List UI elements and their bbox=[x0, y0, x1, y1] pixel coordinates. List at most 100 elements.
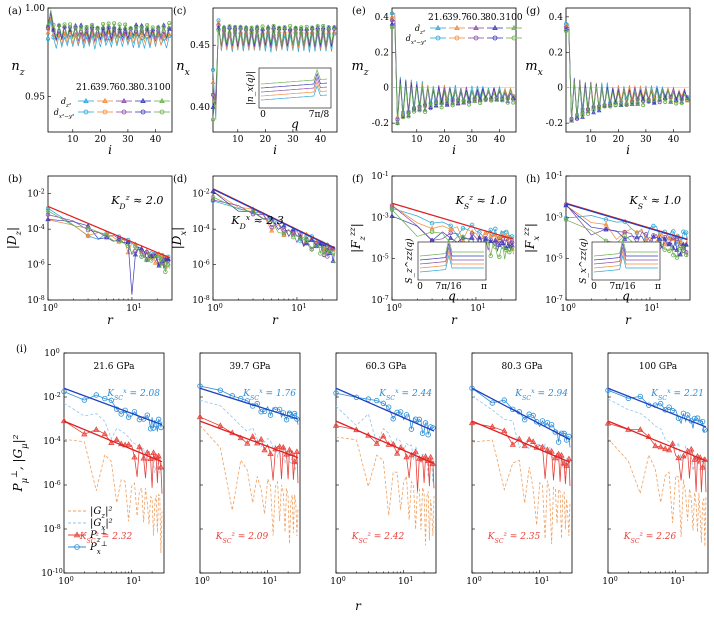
px-point bbox=[93, 392, 100, 398]
data-point bbox=[423, 109, 428, 114]
legend: |Gz|²|Gx|²Pz⊥Px⊥ bbox=[68, 506, 113, 556]
x-tick-label: 100 bbox=[58, 576, 73, 588]
data-point bbox=[304, 24, 309, 29]
y-tick-label: 10-6 bbox=[43, 480, 61, 492]
panel-g: 10 20 30 40 -0.2 0 0.2 0.4 (g) i mx bbox=[525, 6, 691, 157]
data-point bbox=[117, 22, 122, 27]
pz-point bbox=[555, 450, 562, 457]
data-point bbox=[210, 197, 216, 203]
data-point bbox=[668, 99, 673, 104]
data-point bbox=[304, 238, 309, 243]
data-point bbox=[619, 102, 624, 107]
y-tick-label: 10-2 bbox=[27, 188, 45, 200]
px-point bbox=[657, 400, 664, 407]
inset-x-tick: 7π/8 bbox=[309, 110, 330, 120]
gz-curve bbox=[335, 436, 435, 546]
inset-curve bbox=[419, 243, 484, 261]
series-line bbox=[47, 219, 170, 269]
px-point bbox=[81, 397, 88, 403]
series-line bbox=[607, 422, 707, 493]
inset-x-label: q bbox=[448, 289, 456, 303]
x-tick-label: 40 bbox=[315, 135, 327, 145]
panel-label: (b) bbox=[8, 174, 22, 185]
gx-curve bbox=[335, 406, 435, 483]
x-tick-label: 10 bbox=[585, 135, 597, 145]
data-point bbox=[210, 194, 216, 200]
data-point bbox=[651, 223, 656, 229]
data-point bbox=[500, 98, 505, 103]
data-point bbox=[469, 235, 475, 240]
data-point bbox=[651, 100, 657, 105]
data-point bbox=[84, 24, 89, 29]
data-point bbox=[564, 29, 569, 34]
data-point bbox=[156, 25, 161, 30]
x-tick-label: 40 bbox=[150, 135, 162, 145]
data-point bbox=[138, 245, 145, 251]
x-tick-label: 101 bbox=[291, 303, 306, 315]
pz-point bbox=[468, 419, 476, 426]
data-point bbox=[134, 25, 139, 30]
data-point bbox=[439, 105, 444, 110]
exponent-annotation: KSx ≈ 1.0 bbox=[628, 193, 681, 211]
data-point bbox=[309, 237, 315, 242]
inset-y-label: S_z^zz(q) bbox=[404, 238, 415, 284]
data-point bbox=[663, 99, 668, 104]
series-line bbox=[63, 420, 163, 494]
data-point bbox=[563, 217, 569, 223]
fit-line-red bbox=[47, 205, 170, 259]
data-point bbox=[290, 235, 296, 240]
x-tick-label: 101 bbox=[126, 576, 141, 588]
legend-marker bbox=[140, 97, 146, 103]
legend-pressure: 100 bbox=[505, 13, 522, 23]
px-point bbox=[533, 419, 540, 425]
data-point bbox=[45, 30, 51, 35]
data-point bbox=[244, 25, 249, 30]
exponent-annotation: KSz ≈ 1.0 bbox=[455, 193, 507, 211]
ksc-x-annotation: KSCx = 1.76 bbox=[242, 388, 296, 402]
data-point bbox=[45, 208, 51, 213]
data-point bbox=[591, 108, 596, 113]
y-tick-label: 10-3 bbox=[545, 212, 563, 224]
data-point bbox=[656, 231, 663, 237]
plot-frame bbox=[391, 175, 517, 301]
x-tick-label: 100 bbox=[602, 576, 617, 588]
data-point bbox=[493, 226, 498, 232]
px-point bbox=[691, 415, 698, 422]
x-tick-label: 10 bbox=[67, 135, 79, 145]
pz-point bbox=[521, 442, 528, 449]
data-point bbox=[401, 115, 406, 120]
data-point bbox=[85, 225, 91, 231]
data-point bbox=[489, 98, 494, 103]
data-point bbox=[269, 224, 274, 230]
px-point bbox=[280, 410, 287, 416]
data-point bbox=[210, 68, 215, 73]
legend-pressure: 21.6 bbox=[76, 83, 96, 93]
data-point bbox=[472, 98, 477, 103]
y-tick-label: 0 bbox=[383, 84, 389, 94]
pz-point bbox=[544, 446, 551, 453]
px-point bbox=[684, 412, 691, 418]
legend-pressure: 80.3 bbox=[485, 13, 505, 23]
pz-point bbox=[403, 453, 410, 460]
data-point bbox=[444, 102, 450, 107]
y-tick-label: 10-4 bbox=[192, 224, 210, 236]
inset-frame bbox=[258, 67, 332, 109]
data-point bbox=[210, 92, 215, 97]
pz-point bbox=[291, 458, 298, 464]
data-point bbox=[68, 32, 73, 37]
data-point bbox=[591, 109, 596, 115]
data-point bbox=[429, 225, 435, 231]
data-point bbox=[634, 229, 640, 235]
pz-point bbox=[237, 434, 244, 441]
pz-point bbox=[427, 453, 434, 460]
x-tick-label: 100 bbox=[42, 303, 57, 315]
pz-point bbox=[680, 452, 687, 459]
data-point bbox=[321, 23, 326, 28]
y-axis-label: nx bbox=[176, 59, 190, 78]
data-point bbox=[634, 234, 640, 240]
data-point bbox=[46, 36, 51, 41]
data-point bbox=[260, 24, 265, 29]
legend-marker bbox=[102, 97, 108, 103]
inset-curve bbox=[260, 80, 328, 97]
y-axis-label: mx bbox=[525, 59, 542, 78]
